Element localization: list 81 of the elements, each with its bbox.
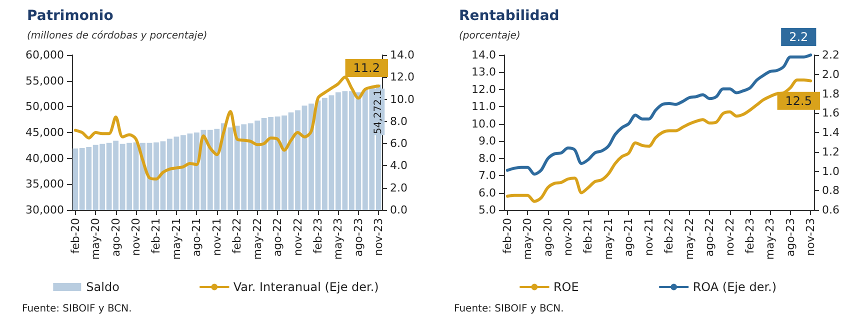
- data-label: 12.5: [785, 94, 812, 108]
- data-label: 2.2: [789, 30, 808, 44]
- x-tick-label: ago-23: [784, 218, 797, 257]
- y-tick-label: 8.0: [478, 152, 496, 165]
- y-tick-label: 13.0: [472, 66, 496, 79]
- y-tick-label: 5.0: [478, 204, 496, 216]
- y-tick-label: 9.0: [478, 134, 496, 148]
- chart-subtitle: (millones de córdobas y porcentaje): [27, 30, 208, 42]
- legend-label: ROA (Eje der.): [692, 280, 777, 294]
- x-tick-label: ago-22: [703, 218, 716, 257]
- source-note: Fuente: SIBOIF y BCN.: [22, 304, 132, 314]
- x-tick-label: feb-21: [582, 218, 595, 254]
- source-note: Fuente: SIBOIF y BCN.: [454, 304, 564, 314]
- x-tick-label: feb-21: [150, 218, 163, 254]
- y2-tick-label: 14.0: [390, 48, 414, 62]
- y2-tick-label: 0.8: [822, 184, 840, 198]
- legend-label: ROE: [553, 280, 579, 294]
- y2-tick-label: 1.6: [822, 106, 840, 120]
- x-tick-label: nov-22: [291, 218, 304, 256]
- y-tick-label: 12.0: [472, 82, 496, 96]
- y2-tick-label: 6.0: [390, 137, 408, 150]
- data-label: 54,272.1: [373, 90, 384, 134]
- y2-tick-label: 1.8: [822, 87, 840, 100]
- x-tick-label: nov-20: [562, 218, 575, 256]
- x-tick-label: may-20: [89, 218, 102, 260]
- line-series: [506, 54, 812, 176]
- y2-tick-label: 0.6: [822, 204, 840, 216]
- y2-tick-label: 10.0: [390, 92, 414, 106]
- chart-subtitle: (porcentaje): [459, 30, 520, 42]
- y-tick-label: 11.0: [472, 100, 496, 114]
- x-tick-label: may-21: [170, 218, 183, 260]
- y-tick-label: 6.0: [478, 186, 496, 200]
- x-tick-label: ago-21: [190, 218, 204, 257]
- y2-tick-label: 2.0: [390, 181, 408, 194]
- x-tick-label: ago-22: [271, 218, 284, 257]
- y2-tick-label: 8.0: [390, 114, 408, 128]
- x-tick-label: may-20: [521, 218, 534, 260]
- data-label: 11.2: [353, 60, 380, 75]
- y2-tick-label: 2.0: [822, 68, 840, 81]
- x-tick-label: nov-20: [130, 218, 143, 256]
- x-tick-label: feb-20: [68, 218, 82, 254]
- x-tick-label: nov-21: [642, 218, 656, 256]
- x-tick-label: ago-20: [541, 218, 554, 257]
- x-tick-label: may-23: [764, 218, 777, 260]
- y2-tick-label: 0.0: [390, 204, 408, 216]
- x-tick-label: may-21: [602, 218, 615, 260]
- y2-tick-label: 1.2: [822, 145, 840, 158]
- x-tick-label: nov-23: [804, 218, 818, 256]
- x-tick-label: nov-22: [723, 218, 736, 256]
- x-tick-label: ago-23: [352, 218, 365, 257]
- x-tick-label: may-22: [682, 218, 696, 260]
- x-tick-label: feb-22: [662, 218, 676, 254]
- y-tick-label: 30,000: [26, 204, 64, 216]
- y-tick-label: 35,000: [26, 178, 64, 191]
- y-tick-label: 55,000: [26, 74, 64, 88]
- legend-label: Saldo: [86, 280, 120, 294]
- x-tick-label: ago-21: [622, 218, 636, 257]
- x-tick-label: ago-20: [109, 218, 122, 257]
- chart-title: Patrimonio: [27, 8, 114, 24]
- x-tick-label: may-22: [250, 218, 264, 260]
- y-tick-label: 60,000: [26, 48, 64, 62]
- x-tick-label: feb-23: [311, 218, 324, 254]
- x-tick-label: nov-21: [210, 218, 224, 256]
- y-tick-label: 40,000: [26, 152, 64, 165]
- legend-label: Var. Interanual (Eje der.): [233, 280, 379, 294]
- x-tick-label: feb-22: [230, 218, 244, 254]
- x-tick-label: nov-23: [372, 218, 386, 256]
- x-tick-label: feb-20: [500, 218, 514, 254]
- x-tick-label: may-23: [332, 218, 345, 260]
- y-tick-label: 45,000: [26, 126, 64, 139]
- chart-title: Rentabilidad: [459, 8, 560, 24]
- y2-tick-label: 1.0: [822, 164, 840, 178]
- y2-tick-label: 2.2: [822, 48, 840, 62]
- y-tick-label: 7.0: [478, 169, 496, 182]
- y2-tick-label: 4.0: [390, 159, 408, 172]
- y2-tick-label: 12.0: [390, 70, 414, 84]
- y2-tick-label: 1.4: [822, 126, 840, 139]
- x-tick-label: feb-23: [743, 218, 756, 254]
- y-tick-label: 50,000: [26, 100, 64, 114]
- y-tick-label: 14.0: [472, 48, 496, 62]
- y-tick-label: 10.0: [472, 117, 496, 130]
